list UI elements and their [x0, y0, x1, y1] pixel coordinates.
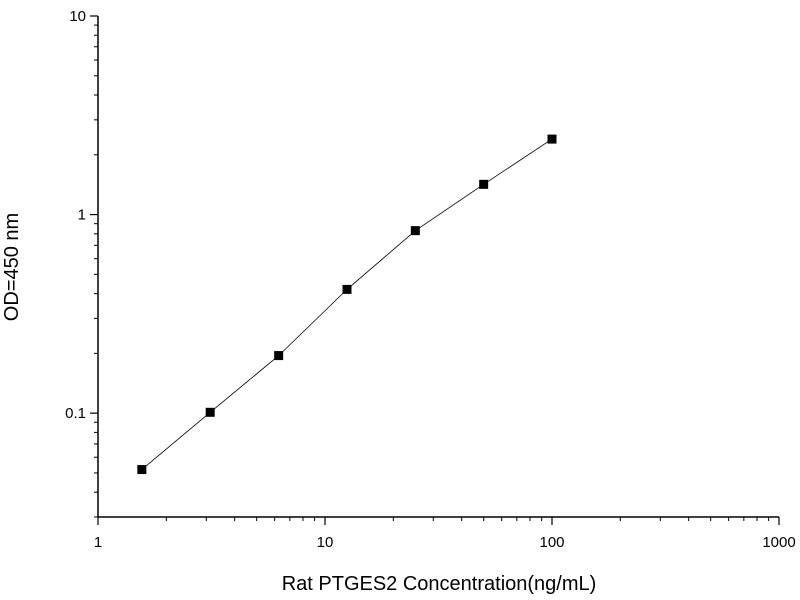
- data-point: [342, 284, 352, 294]
- data-point: [410, 226, 420, 236]
- x-tick-label: 10: [317, 534, 334, 551]
- x-axis-title: Rat PTGES2 Concentration(ng/mL): [282, 573, 597, 595]
- y-tick-label: 0.1: [65, 405, 86, 422]
- x-tick-label: 1: [94, 534, 102, 551]
- data-point: [137, 465, 147, 475]
- data-point: [479, 179, 489, 189]
- x-tick-label: 100: [539, 534, 564, 551]
- x-tick-label: 1000: [762, 534, 795, 551]
- data-point: [274, 351, 284, 361]
- data-point: [547, 134, 557, 144]
- y-tick-label: 1: [78, 207, 86, 224]
- data-point: [205, 407, 215, 417]
- y-tick-label: 10: [69, 8, 86, 25]
- y-axis-title: OD=450 nm: [1, 213, 23, 321]
- series-line: [141, 138, 553, 470]
- series-layer: [137, 134, 557, 475]
- axes: 1 10 100 1000 0.1 1 10: [65, 8, 796, 551]
